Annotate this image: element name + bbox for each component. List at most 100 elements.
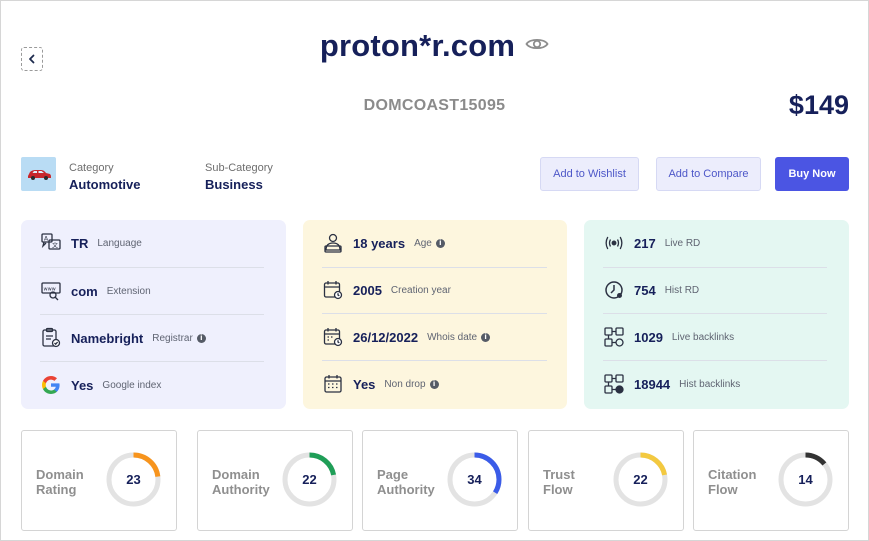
donut-trust-flow: 22 [613, 452, 668, 507]
svg-text:文: 文 [52, 242, 58, 250]
extension-row: www com Extension [40, 280, 151, 302]
broadcast-icon [603, 232, 625, 254]
live-rd-label: Live RD [664, 237, 701, 249]
car-icon [27, 170, 51, 180]
divider [322, 360, 547, 361]
price: $149 [788, 90, 849, 120]
add-to-compare-button[interactable]: Add to Compare [656, 157, 761, 191]
non-drop-label: Non drop i [384, 379, 439, 390]
google-index-value: Yes [71, 377, 94, 393]
backlinks-panel: 217 Live RD 754 Hist RD 1029 Live backli… [584, 220, 849, 409]
creation-year-row: 2005 Creation year [322, 279, 451, 301]
calendar-clock-icon [322, 326, 344, 348]
registrar-value: Namebright [71, 330, 144, 346]
metric-card-domain-rating: Domain Rating 23 [21, 430, 177, 531]
metric-value: 14 [798, 472, 813, 487]
metric-value: 23 [126, 472, 140, 487]
non-drop-value: Yes [353, 376, 376, 392]
hist-rd-row: 754 Hist RD [603, 279, 699, 301]
divider [40, 267, 264, 268]
metric-value: 22 [302, 472, 316, 487]
chevron-left-icon [29, 54, 35, 64]
divider [40, 361, 264, 362]
whois-date-label: Whois date i [427, 332, 491, 343]
info-icon[interactable]: i [196, 333, 206, 343]
divider [603, 360, 827, 361]
metric-label: Domain Authority [212, 467, 270, 497]
info-icon[interactable]: i [435, 238, 445, 248]
live-backlinks-value: 1029 [634, 329, 663, 345]
backlinks-icon [603, 326, 625, 348]
calendar-grid-icon [322, 373, 344, 395]
google-index-row: Yes Google index [40, 374, 161, 396]
title-row: proton*r.com [0, 28, 869, 64]
age-icon [322, 232, 344, 254]
metric-value: 22 [633, 472, 647, 487]
language-row: A 文 TR Language [40, 232, 142, 254]
category-thumbnail [21, 157, 56, 191]
non-drop-row: Yes Non drop i [322, 373, 439, 395]
eye-icon[interactable] [525, 36, 549, 52]
language-icon: A 文 [40, 232, 62, 254]
divider [40, 314, 264, 315]
donut-citation-flow: 14 [778, 452, 833, 507]
metric-card-citation-flow: Citation Flow 14 [693, 430, 849, 531]
add-to-wishlist-button[interactable]: Add to Wishlist [540, 157, 639, 191]
registrar-row: Namebright Registrar i [40, 327, 206, 349]
divider [322, 267, 547, 268]
basic-info-panel: A 文 TR Language www com Extension Namebr… [21, 220, 286, 409]
hist-backlinks-label: Hist backlinks [679, 378, 741, 390]
category-label: Category [69, 162, 114, 174]
divider [603, 267, 827, 268]
google-index-label: Google index [102, 379, 162, 391]
creation-year-value: 2005 [353, 282, 382, 298]
back-button[interactable] [21, 47, 43, 71]
whois-date-value: 26/12/2022 [353, 329, 419, 345]
hist-backlinks-row: 18944 Hist backlinks [603, 373, 740, 395]
age-value: 18 years [353, 235, 406, 251]
language-value: TR [71, 235, 89, 251]
category-block: Category Automotive [69, 162, 141, 192]
age-info-panel: 18 years Age i 2005 Creation year 26/12/2… [303, 220, 567, 409]
registrar-label: Registrar i [152, 333, 206, 344]
svg-text:www: www [44, 287, 56, 293]
whois-date-row: 26/12/2022 Whois date i [322, 326, 491, 348]
subcategory-label: Sub-Category [205, 162, 273, 174]
age-label: Age i [414, 238, 445, 249]
age-row: 18 years Age i [322, 232, 445, 254]
metric-card-trust-flow: Trust Flow 22 [528, 430, 684, 531]
metric-label: Trust Flow [543, 467, 575, 497]
hist-rd-label: Hist RD [664, 284, 700, 296]
sku-code: DOMCOAST15095 [363, 97, 506, 114]
extension-value: com [71, 283, 98, 299]
domain-title: proton*r.com [319, 28, 516, 63]
metric-label: Citation Flow [708, 467, 757, 497]
history-icon [603, 279, 625, 301]
language-label: Language [97, 237, 142, 249]
extension-icon: www [40, 280, 62, 302]
subcategory-value: Business [205, 177, 263, 192]
metric-card-domain-authority: Domain Authority 22 [197, 430, 353, 531]
google-icon [40, 374, 62, 396]
backlinks-history-icon [603, 373, 625, 395]
registrar-icon [40, 327, 62, 349]
metric-label: Page Authority [377, 467, 435, 497]
live-rd-row: 217 Live RD [603, 232, 700, 254]
buy-now-button[interactable]: Buy Now [775, 157, 849, 191]
info-icon[interactable]: i [429, 379, 439, 389]
live-backlinks-label: Live backlinks [671, 331, 735, 343]
divider [603, 313, 827, 314]
live-backlinks-row: 1029 Live backlinks [603, 326, 734, 348]
divider [322, 313, 547, 314]
subcategory-block: Sub-Category Business [205, 162, 273, 192]
category-value: Automotive [69, 177, 141, 192]
extension-label: Extension [106, 285, 151, 297]
donut-page-authority: 34 [447, 452, 502, 507]
creation-year-label: Creation year [390, 284, 451, 296]
info-icon[interactable]: i [481, 332, 491, 342]
donut-domain-rating: 23 [106, 452, 161, 507]
calendar-icon [322, 279, 344, 301]
svg-text:A: A [44, 236, 49, 243]
metric-card-page-authority: Page Authority 34 [362, 430, 518, 531]
live-rd-value: 217 [634, 235, 656, 251]
